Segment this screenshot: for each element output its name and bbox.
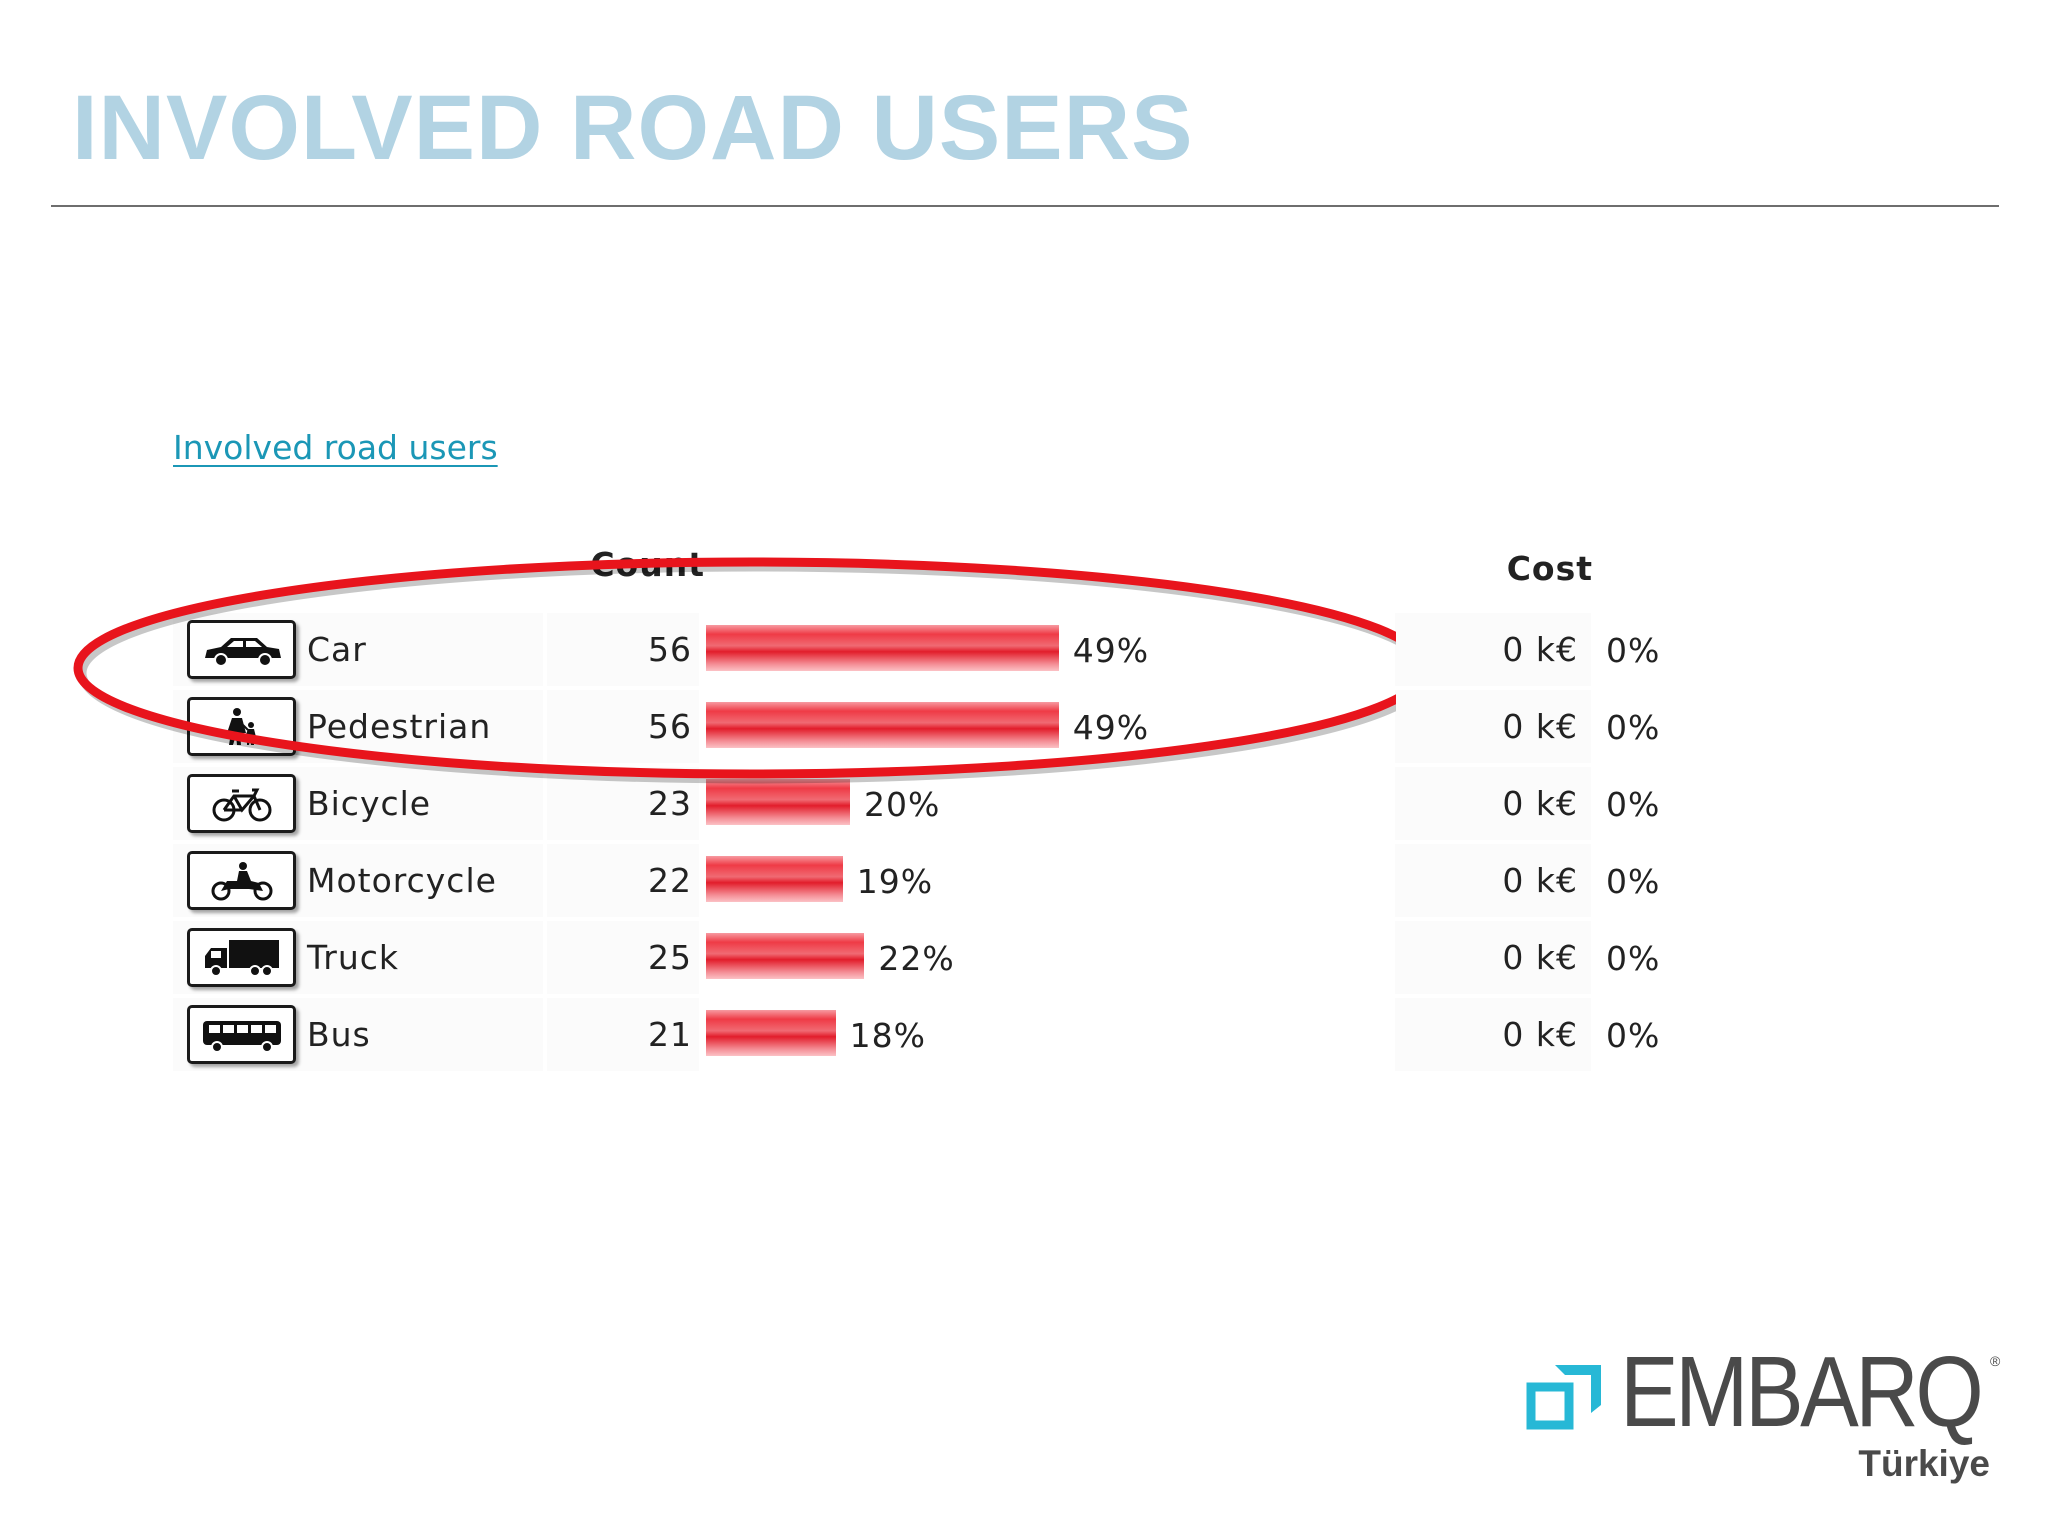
count-share-bar [706, 779, 850, 825]
title-divider [51, 205, 1999, 207]
slide-title: INVOLVED ROAD USERS [72, 77, 1194, 179]
road-users-table: Car 56 49% 0 k€ 0% Pedestrian 56 49% 0 k… [173, 611, 1693, 1073]
row-count: 56 [648, 630, 692, 669]
cost-share-label: 0% [1606, 862, 1661, 901]
row-name: Bicycle [307, 784, 432, 823]
row-cost: 0 k€ [1502, 861, 1578, 900]
row-name: Motorcycle [307, 861, 497, 900]
count-share-label: 49% [1072, 631, 1150, 670]
cost-share-label: 0% [1606, 939, 1661, 978]
row-cost: 0 k€ [1502, 784, 1578, 823]
bus-icon [187, 1005, 296, 1064]
count-share-label: 19% [856, 862, 934, 901]
motorcycle-icon [187, 851, 296, 910]
count-share-bar [706, 1010, 836, 1056]
row-name: Pedestrian [307, 707, 492, 746]
row-count: 56 [648, 707, 692, 746]
embarq-mark-icon [1526, 1365, 1601, 1430]
logo-wordmark: EMBARQ [1620, 1336, 1984, 1448]
cost-share-label: 0% [1606, 708, 1661, 747]
count-share-bar [706, 933, 865, 979]
row-count: 21 [648, 1015, 692, 1054]
row-cost: 0 k€ [1502, 707, 1578, 746]
row-name: Bus [307, 1015, 371, 1054]
table-row: Truck 25 22% 0 k€ 0% [173, 919, 1693, 996]
count-share-label: 22% [878, 939, 955, 978]
table-row: Bicycle 23 20% 0 k€ 0% [173, 765, 1693, 842]
involved-road-users-link[interactable]: Involved road users [173, 428, 498, 467]
row-count: 25 [648, 938, 692, 977]
table-row: Motorcycle 22 19% 0 k€ 0% [173, 842, 1693, 919]
count-share-bar [706, 625, 1059, 671]
truck-icon [187, 928, 296, 987]
registered-mark: ® [1990, 1353, 2001, 1369]
row-name: Car [307, 630, 367, 669]
car-icon [187, 620, 296, 679]
count-share-label: 20% [864, 785, 941, 824]
row-cost: 0 k€ [1502, 938, 1578, 977]
logo-region: Türkiye [1858, 1443, 1990, 1484]
cost-share-label: 0% [1606, 631, 1661, 670]
bicycle-icon [187, 774, 296, 833]
row-cost: 0 k€ [1502, 1015, 1578, 1054]
table-row: Pedestrian 56 49% 0 k€ 0% [173, 688, 1693, 765]
count-column-header: Count [590, 548, 705, 582]
row-name: Truck [307, 938, 400, 977]
cost-share-label: 0% [1606, 785, 1661, 824]
table-row: Car 56 49% 0 k€ 0% [173, 611, 1693, 688]
count-share-label: 18% [849, 1016, 926, 1055]
cost-share-label: 0% [1606, 1016, 1661, 1055]
count-share-bar [706, 702, 1059, 748]
cost-column-header: Cost [1506, 549, 1593, 588]
count-share-label: 49% [1072, 708, 1150, 747]
table-row: Bus 21 18% 0 k€ 0% [173, 996, 1693, 1073]
row-count: 22 [648, 861, 692, 900]
count-share-bar [706, 856, 843, 902]
row-cost: 0 k€ [1502, 630, 1578, 669]
pedestrian-icon [187, 697, 296, 756]
embarq-logo: EMBARQ ® Türkiye [1525, 1337, 2005, 1495]
row-count: 23 [648, 784, 692, 823]
